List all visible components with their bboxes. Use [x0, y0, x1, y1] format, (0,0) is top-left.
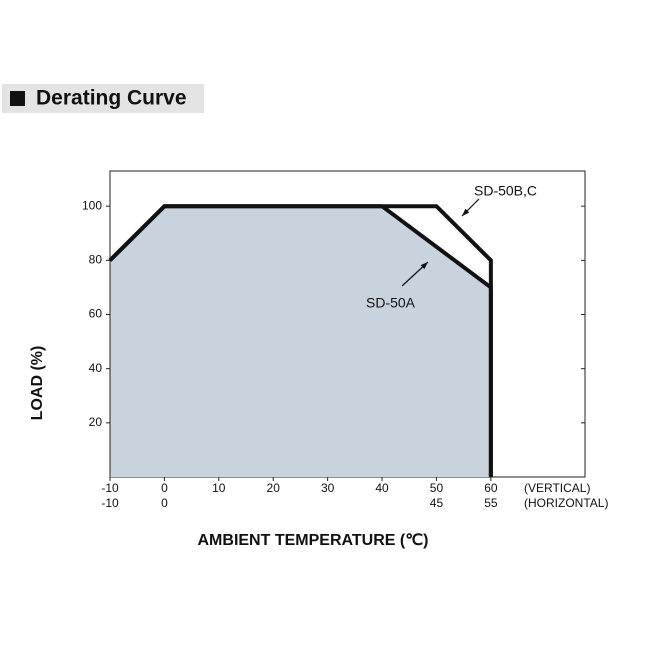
curve — [108, 204, 493, 477]
x-tick-label: 50 — [430, 481, 444, 495]
x2-tick-label: 45 — [430, 496, 444, 510]
x-tick-label: 30 — [321, 481, 335, 495]
x-tick-label: 10 — [212, 481, 226, 495]
x2-axis-note: (HORIZONTAL) — [524, 496, 608, 510]
area — [110, 206, 491, 477]
x-tick-label: 0 — [161, 481, 168, 495]
y-tick-label: 100 — [82, 198, 102, 212]
y-tick-label: 80 — [89, 253, 103, 267]
annotation-arrowhead — [462, 208, 470, 216]
y-tick-label: 40 — [89, 361, 103, 375]
title-bullet — [10, 91, 25, 106]
y-tick-label: 20 — [89, 415, 103, 429]
y-tick-label: 60 — [89, 307, 103, 321]
chart-title: Derating Curve — [36, 87, 187, 110]
x2-tick-label: -10 — [101, 496, 119, 510]
y-axis-label: LOAD (%) — [29, 346, 46, 421]
x-axis-note: (VERTICAL) — [524, 481, 590, 495]
x2-tick-label: 55 — [484, 496, 498, 510]
x2-tick-label: 0 — [161, 496, 168, 510]
x-axis-label: AMBIENT TEMPERATURE (℃) — [198, 532, 429, 549]
x-tick-label: 60 — [484, 481, 498, 495]
annotation-arrowhead — [420, 262, 428, 270]
x-tick-label: 40 — [375, 481, 389, 495]
series-annotation: SD-50A — [366, 295, 416, 311]
series-annotation: SD-50B,C — [474, 183, 537, 199]
title-background — [2, 84, 204, 113]
x-tick-label: 20 — [267, 481, 281, 495]
x-tick-label: -10 — [101, 481, 119, 495]
